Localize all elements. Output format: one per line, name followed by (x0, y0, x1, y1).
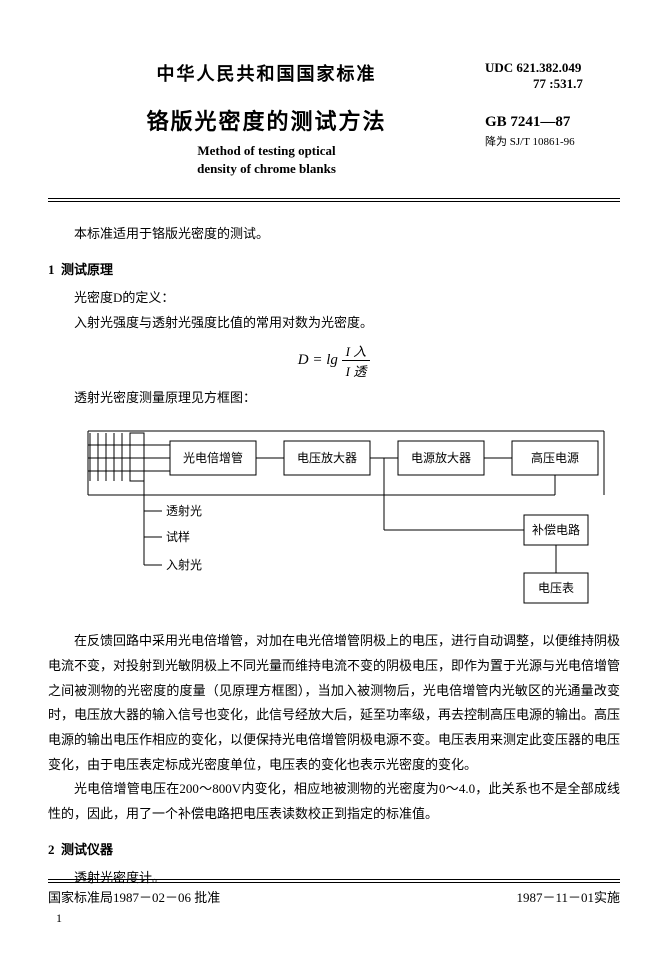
def-text: 入射光强度与透射光强度比值的常用对数为光密度。 (48, 311, 620, 336)
title-chinese: 铬版光密度的测试方法 (48, 104, 485, 136)
svg-text:电压表: 电压表 (538, 581, 574, 595)
national-title: 中华人民共和国国家标准 (48, 60, 485, 86)
rule-top (48, 198, 620, 199)
formula-left: D = lg (298, 352, 338, 368)
section2-num: 2 (48, 842, 55, 857)
udc-sub: 77 :531.7 (485, 76, 620, 92)
diagram-label: 透射光密度测量原理见方框图： (48, 386, 620, 411)
section1-head: 1 测试原理 (48, 259, 620, 278)
code-column: UDC 621.382.049 77 :531.7 GB 7241—87 降为 … (485, 60, 620, 149)
footer-right: 1987－11－01实施 (516, 887, 620, 906)
formula-numerator: I 入 (342, 341, 371, 361)
svg-text:电源放大器: 电源放大器 (411, 450, 471, 465)
title-column: 中华人民共和国国家标准 铬版光密度的测试方法 Method of testing… (48, 60, 485, 178)
formula-fraction: I 入 I 透 (342, 341, 371, 380)
svg-text:补偿电路: 补偿电路 (532, 522, 580, 537)
section1-title: 测试原理 (61, 262, 113, 277)
svg-text:光电倍增管: 光电倍增管 (183, 450, 243, 465)
footer-left: 国家标准局1987－02－06 批准 (48, 887, 220, 906)
section1-num: 1 (48, 262, 55, 277)
udc-code: 621.382.049 (516, 60, 581, 75)
formula: D = lg I 入 I 透 (48, 341, 620, 380)
rule-bottom (48, 201, 620, 202)
svg-text:入射光: 入射光 (166, 557, 202, 572)
paragraph-1: 在反馈回路中采用光电倍增管，对加在电光倍增管阴极上的电压，进行自动调整，以便维持… (48, 629, 620, 777)
replaced-by: 降为 SJ/T 10861-96 (485, 133, 620, 149)
footer: 国家标准局1987－02－06 批准 1987－11－01实施 (48, 879, 620, 906)
svg-text:电压放大器: 电压放大器 (297, 450, 357, 465)
svg-text:透射光: 透射光 (166, 503, 202, 518)
udc-label: UDC (485, 60, 513, 75)
diagram-svg: 光电倍增管 电压放大器 电源放大器 高压电源补偿电路电压表 透射光试样入射光 (48, 423, 618, 613)
paragraph-2: 光电倍增管电压在200～800V内变化，相应地被测物的光密度为0～4.0，此关系… (48, 777, 620, 826)
title-english: Method of testing optical density of chr… (48, 142, 485, 178)
page-number: 1 (56, 911, 62, 926)
formula-denominator: I 透 (342, 361, 371, 380)
section2-title: 测试仪器 (61, 842, 113, 857)
def-label: 光密度D的定义： (48, 286, 620, 311)
title-en-line2: density of chrome blanks (197, 161, 336, 176)
svg-text:高压电源: 高压电源 (531, 450, 579, 465)
intro-text: 本标准适用于铬版光密度的测试。 (48, 222, 620, 247)
svg-text:试样: 试样 (166, 529, 190, 544)
udc-line: UDC 621.382.049 (485, 60, 620, 76)
gb-code: GB 7241—87 (485, 114, 620, 131)
block-diagram: 光电倍增管 电压放大器 电源放大器 高压电源补偿电路电压表 透射光试样入射光 (48, 423, 620, 613)
section2-head: 2 测试仪器 (48, 839, 620, 858)
title-en-line1: Method of testing optical (197, 143, 335, 158)
header: 中华人民共和国国家标准 铬版光密度的测试方法 Method of testing… (48, 60, 620, 178)
